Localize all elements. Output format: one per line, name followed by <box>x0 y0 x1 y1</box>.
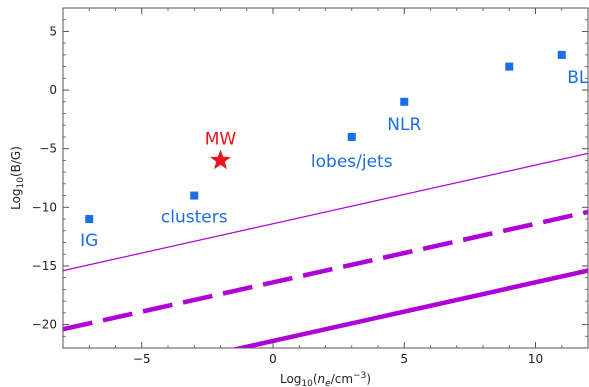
point-label: BLR <box>567 68 589 88</box>
data-points: IG clusters MW lobes/jets NLR BLR <box>80 50 589 251</box>
x-axis-label-unit: /cm <box>331 372 353 386</box>
square-marker <box>505 62 514 71</box>
square-marker <box>190 191 199 200</box>
x-axis-label-prefix: Log <box>280 372 301 386</box>
point-label: IG <box>80 231 98 251</box>
trend-lines <box>63 152 588 348</box>
x-axis-label: Log10(ne/cm−3) <box>280 371 371 387</box>
x-tick-label: 0 <box>269 352 277 366</box>
x-tick-label: 5 <box>400 352 408 366</box>
y-tick-label: −15 <box>32 259 57 273</box>
y-tick-label: −5 <box>39 142 57 156</box>
x-axis-label-nsub: e <box>325 379 331 387</box>
trend-line-thick <box>231 268 588 348</box>
x-axis-label-sup: −3 <box>353 371 366 381</box>
trend-line-dashed <box>63 209 588 332</box>
square-marker <box>85 215 94 224</box>
trend-line-thin <box>63 152 588 272</box>
square-marker <box>400 97 409 106</box>
y-axis-label-rest: (B/G) <box>9 146 23 177</box>
x-axis-label-open: ( <box>313 372 318 386</box>
y-axis-label-prefix: Log <box>9 188 23 209</box>
point-label: MW <box>205 129 237 149</box>
x-axis-label-n: n <box>318 372 326 386</box>
x-axis-label-sub: 10 <box>301 379 313 387</box>
square-marker <box>347 132 356 141</box>
y-tick-label: 5 <box>49 24 57 38</box>
x-axis-label-close: ) <box>366 372 371 386</box>
star-marker <box>210 149 231 170</box>
axis-ticks: −5 0 5 10 5 0 −5 −10 −15 −20 <box>32 8 589 366</box>
point-label: NLR <box>387 115 421 135</box>
x-tick-label: 10 <box>528 352 543 366</box>
plot-frame <box>62 7 589 349</box>
y-tick-label: 0 <box>49 83 57 97</box>
square-marker <box>557 50 566 59</box>
y-axis-label-sub: 10 <box>16 177 26 189</box>
y-tick-label: −10 <box>32 200 57 214</box>
point-label: clusters <box>161 208 228 228</box>
y-tick-label: −20 <box>32 318 57 332</box>
y-axis-label: Log10(B/G) <box>9 146 26 210</box>
point-label: lobes/jets <box>311 152 393 172</box>
x-tick-label: −5 <box>133 352 151 366</box>
